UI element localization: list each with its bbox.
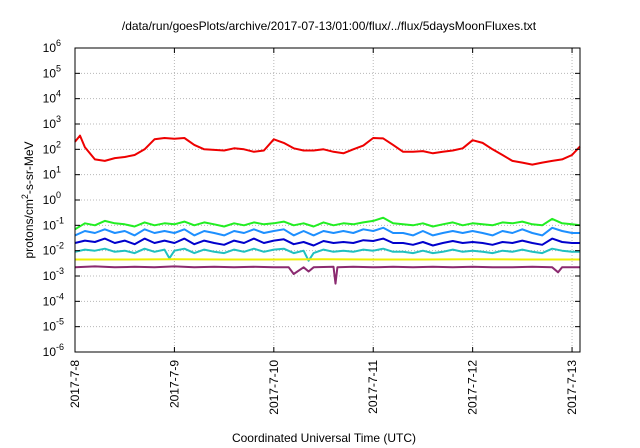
y-tick-label: 100 bbox=[43, 190, 61, 207]
x-tick-label: 2017-7-13 bbox=[565, 360, 579, 415]
y-tick-label: 103 bbox=[43, 114, 61, 131]
y-tick-label: 10-3 bbox=[43, 266, 64, 283]
y-tick-label: 10-1 bbox=[43, 215, 64, 232]
y-tick-label: 105 bbox=[43, 63, 61, 80]
y-tick-label: 101 bbox=[43, 165, 61, 182]
y-tick-label: 10-4 bbox=[43, 291, 64, 308]
x-tick-label: 2017-7-11 bbox=[366, 360, 380, 414]
series-line-7 bbox=[74, 265, 580, 285]
grid bbox=[74, 47, 580, 353]
y-axis-ticks: 10-6 10-5 10-4 10-3 10-2 10-1 100 101 102 103 104 1… bbox=[43, 38, 580, 359]
y-tick-label: 10-2 bbox=[43, 241, 64, 258]
series-line-2 bbox=[74, 216, 581, 231]
y-tick-label: 104 bbox=[43, 89, 61, 106]
x-tick-label: 2017-7-10 bbox=[267, 360, 281, 415]
x-tick-label: 2017-7-8 bbox=[68, 360, 82, 408]
x-axis-label: Coordinated Universal Time (UTC) bbox=[232, 431, 416, 445]
series-layer bbox=[74, 134, 581, 285]
x-axis-ticks: 2017-7-8 2017-7-9 2017-7-10 2017-7-11 2017-7… bbox=[68, 48, 579, 415]
x-tick-label: 2017-7-9 bbox=[167, 360, 181, 408]
y-tick-label: 102 bbox=[43, 139, 61, 156]
series-line-1 bbox=[74, 134, 581, 166]
series-line-4 bbox=[74, 237, 580, 247]
y-tick-label: 10-5 bbox=[43, 317, 64, 334]
series-line-5 bbox=[74, 247, 580, 262]
y-tick-label: 106 bbox=[43, 38, 61, 55]
series-line-3 bbox=[74, 226, 580, 237]
y-tick-label: 10-6 bbox=[43, 342, 64, 359]
chart-title: /data/run/goesPlots/archive/2017-07-13/0… bbox=[122, 19, 537, 33]
x-tick-label: 2017-7-12 bbox=[466, 360, 480, 415]
y-axis-label: protons/cm2-s-sr-MeV bbox=[20, 141, 36, 258]
